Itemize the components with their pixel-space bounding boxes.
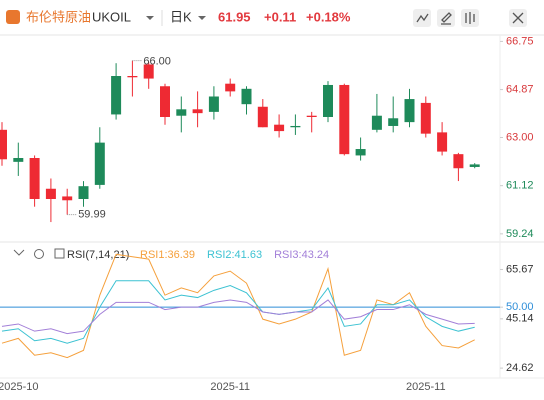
y-tick-label: 65.67 xyxy=(506,263,534,275)
tool-icon xyxy=(512,12,524,24)
candle-body xyxy=(29,158,40,199)
candle-body xyxy=(176,109,187,116)
symbol[interactable]: UKOIL xyxy=(92,9,131,24)
candle-body xyxy=(0,129,7,160)
tool-icon xyxy=(416,13,429,23)
header: 布伦特原油 UKOIL 日K 61.95 +0.11 +0.18% xyxy=(6,9,527,27)
candle-body xyxy=(420,102,431,134)
change-pct: +0.18% xyxy=(306,9,351,24)
y-tick-label: 24.62 xyxy=(506,362,534,374)
candle-body xyxy=(290,125,301,128)
candle-body xyxy=(127,76,138,78)
legend-entry: RSI1:36.39 xyxy=(140,249,195,261)
collapse-icon[interactable] xyxy=(13,249,25,256)
annotation: 66.00 xyxy=(143,56,171,68)
price: 61.95 xyxy=(218,9,251,24)
legend-entry: RSI3:43.24 xyxy=(274,249,329,261)
y-tick-label: 66.75 xyxy=(506,35,534,47)
candle-body xyxy=(404,99,415,123)
candle-body xyxy=(371,115,382,130)
rsi-line xyxy=(1,280,475,344)
candle-body xyxy=(469,164,480,167)
y-tick-label: 61.12 xyxy=(506,180,534,192)
instrument-name: 布伦特原油 xyxy=(26,9,91,24)
candle-body xyxy=(111,76,122,115)
y-tick-label: 59.24 xyxy=(506,228,534,240)
candle-body xyxy=(355,149,366,156)
dropdown-icon[interactable] xyxy=(198,16,206,20)
candle-body xyxy=(78,186,89,199)
candle-body xyxy=(437,132,448,152)
settings-icon[interactable] xyxy=(34,249,44,259)
change: +0.11 xyxy=(264,9,296,24)
candle-body xyxy=(13,158,24,162)
candle-body xyxy=(225,83,236,92)
candle-body xyxy=(160,86,170,117)
candle-body xyxy=(192,109,203,114)
dropdown-icon[interactable] xyxy=(146,16,154,20)
x-tick-label: 2025-11 xyxy=(210,381,250,393)
candle-body xyxy=(143,64,154,79)
candle-body xyxy=(323,84,333,117)
tool-icon xyxy=(465,12,475,24)
rsi-line xyxy=(1,253,475,359)
indicator-title: RSI(7,14,21) xyxy=(67,249,129,261)
y-tick-label: 45.14 xyxy=(506,313,534,325)
candle-body xyxy=(94,142,105,185)
legend-entry: RSI2:41.63 xyxy=(207,249,262,261)
x-tick-label: 2025-10 xyxy=(0,381,38,393)
candle-body xyxy=(388,118,399,126)
y-tick-label: 63.00 xyxy=(506,131,534,143)
rsi-line xyxy=(1,299,475,335)
candle-body xyxy=(274,124,285,132)
candle-body xyxy=(208,96,219,112)
tool-icon xyxy=(441,12,452,25)
tool-button[interactable] xyxy=(437,9,455,27)
y-tick-label: 50.00 xyxy=(506,301,534,313)
annotation: 59.99 xyxy=(78,209,106,221)
y-tick-label: 64.87 xyxy=(506,83,534,95)
candle-body xyxy=(453,154,464,169)
candle-body xyxy=(306,115,317,117)
candle-body xyxy=(241,88,252,105)
logo xyxy=(6,10,20,24)
candle-body xyxy=(339,84,350,155)
toolbar xyxy=(413,9,527,27)
x-tick-label: 2025-11 xyxy=(406,381,446,393)
indicator-icon[interactable] xyxy=(54,248,65,259)
candle-body xyxy=(257,106,268,128)
candle-body xyxy=(45,188,56,199)
candle-body xyxy=(62,196,73,201)
period[interactable]: 日K xyxy=(170,9,192,24)
